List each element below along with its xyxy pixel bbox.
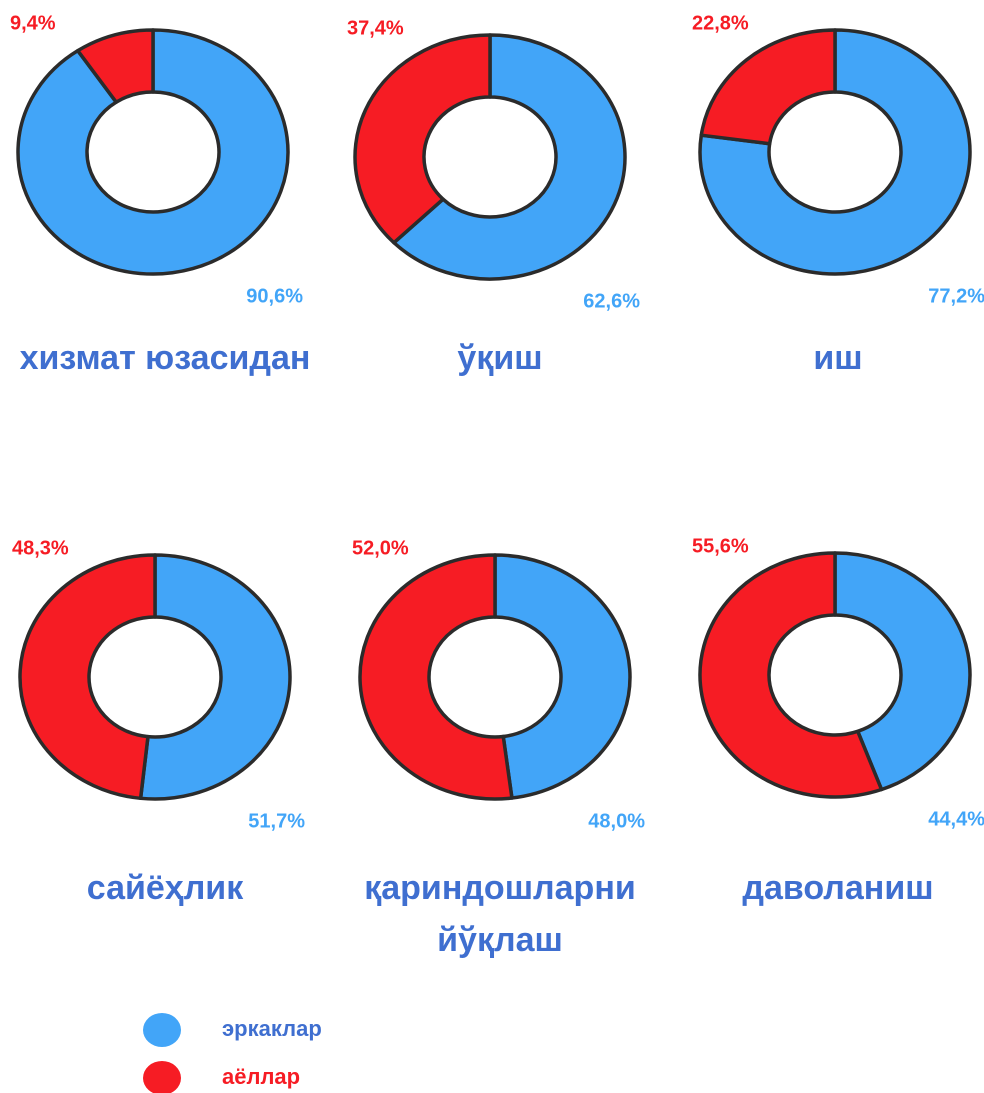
donut-slice	[76, 28, 155, 104]
donut-slice	[138, 553, 292, 801]
donut-slice	[698, 28, 972, 276]
donut-slice	[353, 33, 492, 245]
legend-label: аёллар	[222, 1064, 300, 1089]
legend-marker	[143, 1013, 181, 1047]
legend-label: эркаклар	[222, 1016, 322, 1041]
legend-marker	[143, 1061, 181, 1093]
donut-slice	[392, 33, 627, 281]
donut-slice	[18, 553, 157, 801]
value-label: 55,6%	[692, 535, 749, 557]
value-label: 37,4%	[347, 17, 404, 39]
donut-slice	[493, 553, 632, 800]
value-label: 9,4%	[10, 12, 56, 34]
value-label: 22,8%	[692, 12, 749, 34]
value-label: 48,3%	[12, 537, 69, 559]
chart-title: хизмат юзасидан	[19, 339, 311, 377]
value-label: 90,6%	[246, 285, 303, 307]
value-label: 52,0%	[352, 537, 409, 559]
donut-slice	[833, 551, 972, 792]
value-label: 77,2%	[928, 285, 984, 307]
value-label: 62,6%	[583, 290, 640, 312]
donut-slice	[16, 28, 290, 276]
chart-title: даволаниш	[742, 869, 934, 907]
value-label: 48,0%	[588, 810, 645, 832]
chart-title: қариндошларни йўқлаш	[364, 869, 636, 959]
value-label: 51,7%	[248, 810, 305, 832]
chart-title: сайёҳлик	[86, 869, 244, 907]
chart-title: ўқиш	[457, 339, 543, 377]
donut-slice	[699, 28, 837, 146]
donut-slice	[358, 553, 514, 801]
donut-slice	[698, 551, 884, 799]
value-label: 44,4%	[928, 808, 984, 830]
chart-title: иш	[813, 339, 863, 377]
